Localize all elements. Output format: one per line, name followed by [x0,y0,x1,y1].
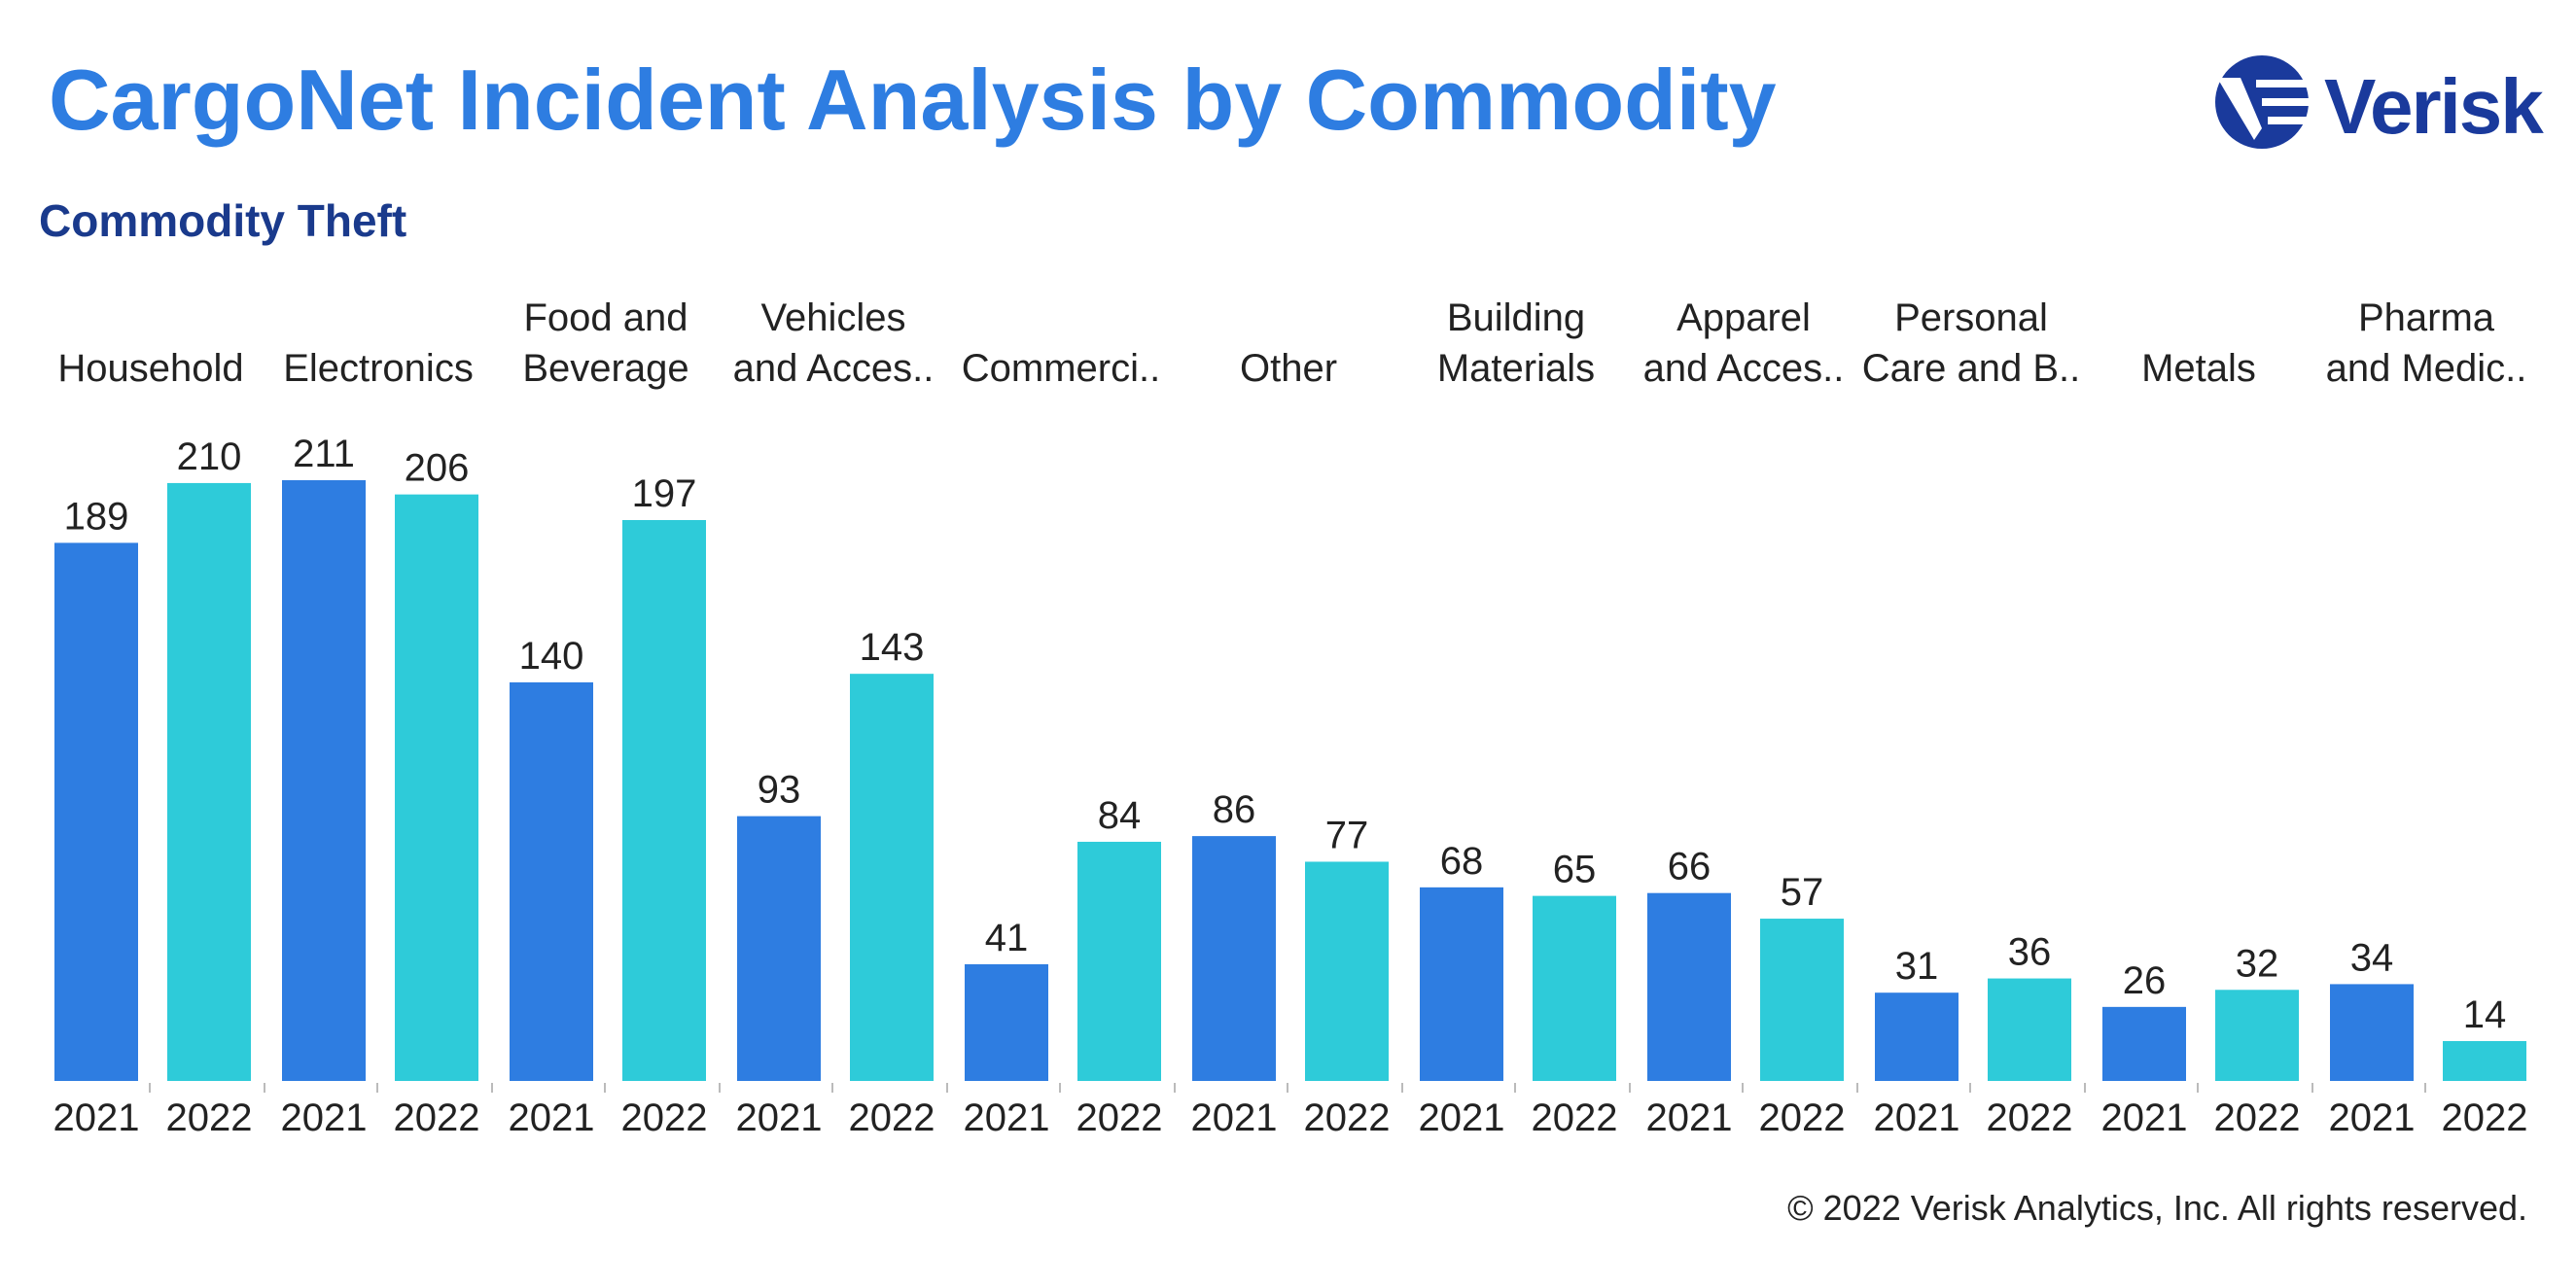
data-label: 93 [758,769,801,812]
category-label: Other [1240,347,1337,390]
data-label: 77 [1325,814,1369,856]
bar-2021 [1647,892,1731,1081]
x-tick-label: 2021 [2101,1097,2188,1139]
data-label: 197 [632,472,697,515]
x-tick-label: 2021 [1191,1097,1278,1139]
category-label: Household [57,347,243,390]
bar-2021 [2330,984,2414,1081]
bar-2022 [622,520,706,1081]
x-tick-label: 2021 [1874,1097,1960,1139]
verisk-wordmark: Verisk [2324,63,2544,150]
bar-chart: Household 189 2021 210 2022 Electronics 211 202… [53,296,2528,1139]
category-label: Materials [1437,347,1595,390]
bar-2022 [2215,990,2299,1081]
category-label: and Acces.. [1643,347,1845,390]
x-tick-label: 2022 [2442,1097,2528,1139]
category-label: Apparel [1676,296,1811,339]
category-label: and Medic.. [2326,347,2527,390]
category-label: Metals [2141,347,2256,390]
copyright-notice: © 2022 Verisk Analytics, Inc. All rights… [1787,1188,2527,1228]
category-label: Food and [523,296,688,339]
x-tick-label: 2021 [964,1097,1050,1139]
category-label: Beverage [522,347,688,390]
x-tick-label: 2021 [1646,1097,1733,1139]
data-label: 189 [64,495,129,538]
category-label: Pharma [2358,296,2495,339]
x-tick-label: 2021 [53,1097,140,1139]
bar-2021 [2102,1006,2186,1081]
data-label: 31 [1895,945,1939,988]
bar-2021 [1420,887,1503,1081]
category-label: and Acces.. [733,347,935,390]
data-label: 65 [1553,849,1597,891]
data-label: 143 [860,626,925,669]
category-label: Commerci.. [962,347,1160,390]
chart-title: CargoNet Incident Analysis by Commodity [49,52,1777,148]
x-tick-label: 2021 [509,1097,595,1139]
bar-2022 [2443,1040,2526,1081]
bar-2021 [282,480,366,1081]
x-tick-label: 2022 [1304,1097,1391,1139]
chart-subtitle: Commodity Theft [39,195,407,246]
x-tick-label: 2022 [1987,1097,2073,1139]
bar-2022 [1760,919,1844,1081]
bar-2021 [54,542,138,1081]
category-label: Building [1447,296,1585,339]
x-tick-label: 2022 [1076,1097,1163,1139]
bar-2022 [1305,861,1389,1081]
data-label: 211 [293,433,355,475]
bar-2021 [1875,992,1958,1081]
data-label: 36 [2008,931,2052,974]
data-label: 34 [2350,936,2394,979]
x-tick-label: 2022 [394,1097,480,1139]
bar-2022 [167,482,251,1081]
bar-2022 [850,674,934,1081]
bar-2021 [510,681,593,1081]
category-label: Vehicles [761,296,906,339]
data-label: 41 [985,917,1029,959]
category-label: Electronics [283,347,474,390]
data-label: 68 [1440,840,1484,883]
verisk-logo: Verisk [2207,51,2544,154]
x-tick-label: 2021 [2329,1097,2416,1139]
x-tick-label: 2021 [281,1097,368,1139]
category-label: Personal [1894,296,2048,339]
data-label: 84 [1098,794,1142,837]
bar-2021 [965,963,1048,1081]
bar-2022 [1077,841,1161,1081]
data-label: 57 [1781,871,1824,914]
category-label: Care and B.. [1862,347,2081,390]
x-tick-label: 2022 [2214,1097,2301,1139]
verisk-mark-icon [2215,55,2316,149]
x-tick-label: 2022 [1759,1097,1846,1139]
x-tick-label: 2022 [849,1097,935,1139]
bar-2022 [1533,895,1616,1081]
x-tick-label: 2022 [621,1097,708,1139]
bar-2021 [1192,836,1276,1081]
data-label: 66 [1668,846,1711,888]
data-label: 32 [2236,942,2279,985]
x-tick-label: 2022 [1532,1097,1618,1139]
data-label: 14 [2463,993,2507,1036]
data-label: 86 [1213,788,1256,831]
data-label: 210 [177,435,242,478]
data-label: 140 [519,635,584,678]
x-tick-label: 2021 [736,1097,823,1139]
bar-2021 [737,816,821,1081]
bar-2022 [395,494,478,1082]
data-label: 26 [2123,959,2167,1002]
x-tick-label: 2022 [166,1097,253,1139]
x-tick-label: 2021 [1419,1097,1505,1139]
data-label: 206 [405,447,470,490]
bar-2022 [1988,978,2071,1081]
